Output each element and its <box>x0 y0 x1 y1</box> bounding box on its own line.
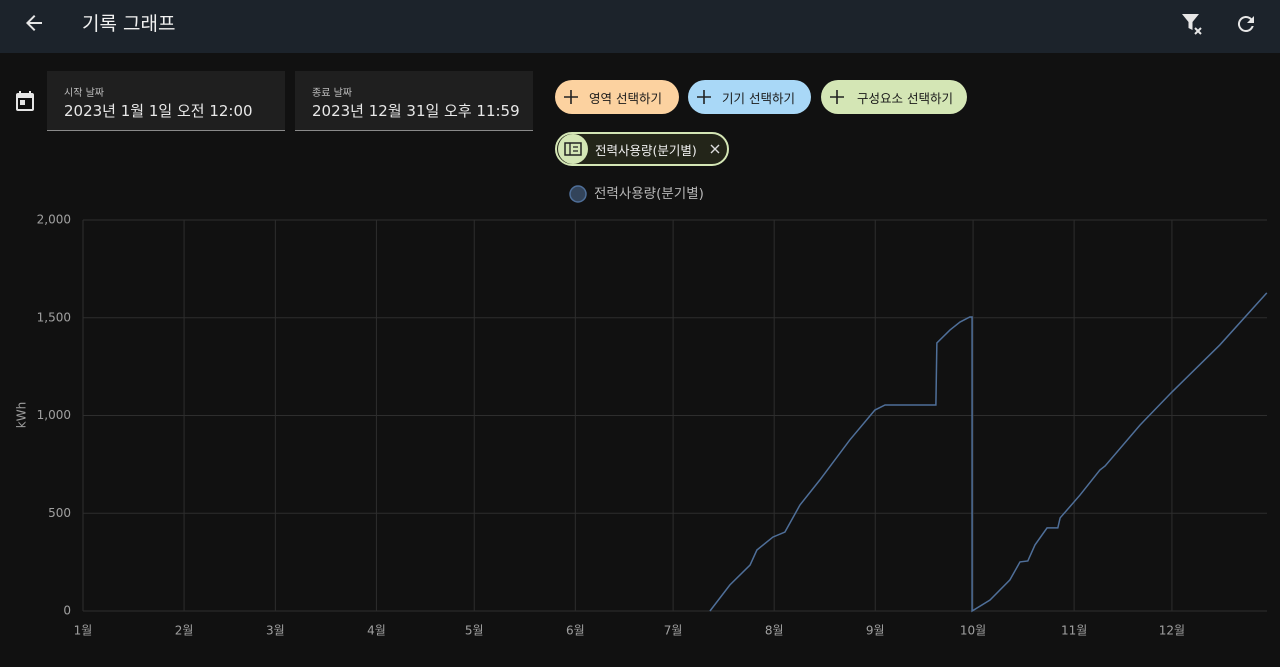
x-tick-label: 10월 <box>960 624 986 638</box>
y-tick-label: 500 <box>48 506 71 520</box>
x-tick-label: 8월 <box>765 624 784 638</box>
chip-label: 기기 선택하기 <box>722 90 795 106</box>
selected-entity-chip: 전력사용량(분기별) <box>555 132 729 166</box>
remove-button[interactable] <box>709 143 721 155</box>
plus-icon <box>564 90 578 104</box>
y-axis-label: kWh <box>15 402 29 428</box>
x-tick-label: 3월 <box>266 624 285 638</box>
y-tick-label: 0 <box>63 604 71 618</box>
x-tick-label: 9월 <box>866 624 885 638</box>
data-line <box>709 292 1268 613</box>
field-value: 2023년 1월 1일 오전 12:00 <box>64 102 253 120</box>
x-tick-label: 4월 <box>367 624 386 638</box>
refresh-button[interactable] <box>1234 12 1258 36</box>
legend-label: 전력사용량(분기별) <box>594 186 704 202</box>
chart: kWh 0 500 1,000 1,500 2,000 1월 2월 3월 4월 5월 6월 7월 8월 9… <box>15 185 1268 638</box>
page-title: 기록 그래프 <box>82 13 176 35</box>
clear-filter-button[interactable] <box>1180 11 1206 37</box>
area-chip[interactable]: 영역 선택하기 <box>555 80 679 114</box>
calendar-icon <box>16 91 34 111</box>
end-date-field[interactable]: 종료 날짜 2023년 12월 31일 오후 11:59 <box>295 71 533 131</box>
field-label: 종료 날짜 <box>312 88 352 99</box>
field-value: 2023년 12월 31일 오후 11:59 <box>312 102 520 120</box>
x-tick-label: 5월 <box>465 624 484 638</box>
y-tick-label: 1,500 <box>37 310 71 324</box>
x-tick-label: 6월 <box>566 624 585 638</box>
chip-label: 전력사용량(분기별) <box>595 142 697 158</box>
legend-swatch <box>569 185 587 203</box>
entity-chip[interactable]: 구성요소 선택하기 <box>821 80 967 114</box>
start-date-field[interactable]: 시작 날짜 2023년 1월 1일 오전 12:00 <box>47 71 285 131</box>
entity-icon <box>558 134 588 164</box>
back-button[interactable] <box>22 11 46 35</box>
x-tick-label: 11월 <box>1061 624 1087 638</box>
x-tick-label: 2월 <box>175 624 194 638</box>
y-tick-label: 2,000 <box>37 213 71 227</box>
top-bar: 기록 그래프 <box>0 0 1280 53</box>
y-tick-label: 1,000 <box>37 408 71 422</box>
device-chip[interactable]: 기기 선택하기 <box>688 80 811 114</box>
field-label: 시작 날짜 <box>64 88 104 99</box>
plus-icon <box>830 90 844 104</box>
chip-label: 구성요소 선택하기 <box>857 90 953 106</box>
x-tick-label: 12월 <box>1159 624 1185 638</box>
x-tick-label: 7월 <box>664 624 683 638</box>
plus-icon <box>697 90 711 104</box>
chip-label: 영역 선택하기 <box>589 90 662 106</box>
x-tick-label: 1월 <box>74 624 93 638</box>
